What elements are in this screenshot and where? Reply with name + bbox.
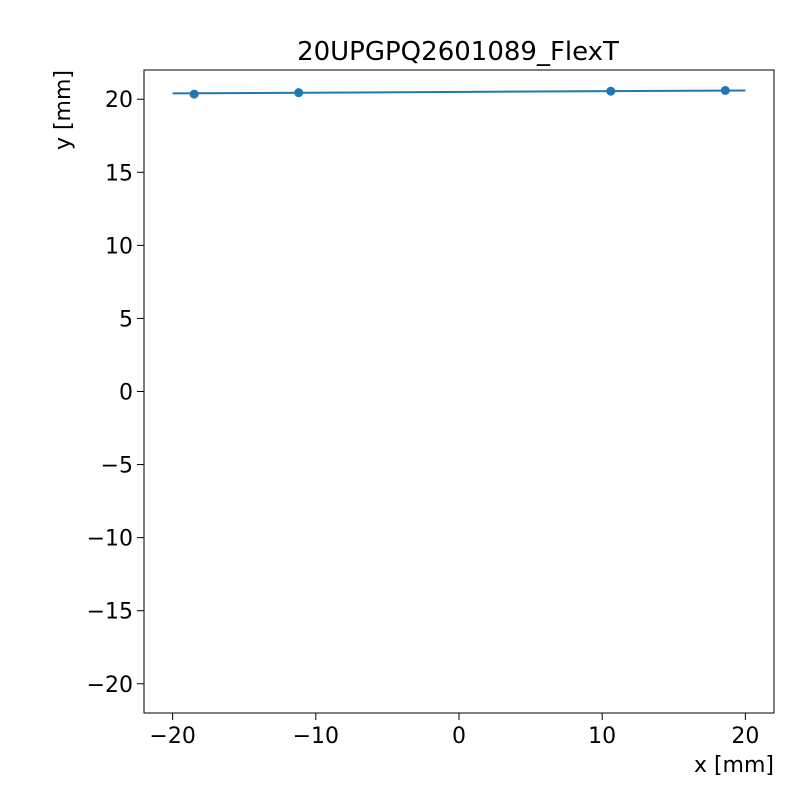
y-tick-label: −20 bbox=[87, 673, 133, 698]
x-tick-label: 10 bbox=[588, 724, 616, 749]
series-layer bbox=[172, 85, 746, 99]
y-tick-label: 20 bbox=[105, 88, 133, 113]
y-tick-label: 15 bbox=[105, 161, 133, 186]
y-axis-label: y [mm] bbox=[51, 70, 76, 150]
y-tick-label: −10 bbox=[87, 527, 133, 552]
fit-line bbox=[172, 89, 746, 95]
x-tick-label: −10 bbox=[293, 724, 339, 749]
x-tick-label: 20 bbox=[731, 724, 759, 749]
chart-title: 20UPGPQ2601089_FlexT bbox=[297, 37, 619, 67]
plot-frame bbox=[143, 69, 775, 714]
y-tick-label: 0 bbox=[119, 381, 133, 406]
x-tick-label: −20 bbox=[149, 724, 195, 749]
y-tick-label: −5 bbox=[101, 454, 133, 479]
y-tick-label: −15 bbox=[87, 600, 133, 625]
x-axis-label: x [mm] bbox=[694, 753, 774, 778]
ticks-layer: −20 −10 0 10 20 −20 −15 −10 −5 0 5 10 15 20 bbox=[87, 88, 760, 749]
x-tick-label: 0 bbox=[452, 724, 466, 749]
y-tick-label: 10 bbox=[105, 234, 133, 259]
y-tick-label: 5 bbox=[119, 307, 133, 332]
